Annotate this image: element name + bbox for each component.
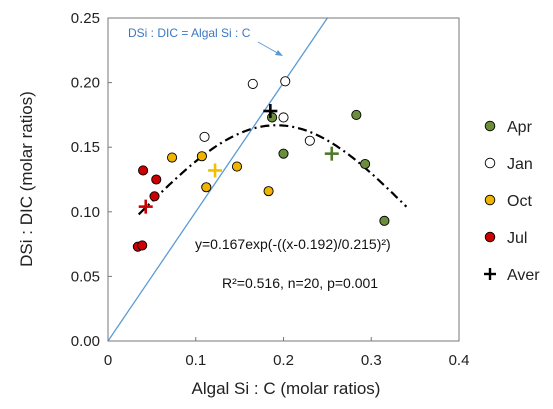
x-tick-label: 0.2: [273, 352, 294, 369]
data-point-oct: [263, 186, 274, 197]
data-point-apr: [351, 109, 362, 120]
fit-statistics: R²=0.516, n=20, p=0.001: [222, 275, 378, 291]
data-point-jan: [280, 76, 291, 87]
x-tick-label: 0.4: [449, 352, 470, 369]
data-point-apr: [267, 112, 278, 123]
data-point-jul: [151, 174, 162, 185]
fit-equation: y=0.167exp(-((x-0.192)/0.215)²): [195, 236, 391, 252]
plot-clipped-group: [108, 18, 408, 341]
average-marker-oct: [208, 163, 223, 178]
y-tick-label: 0.15: [71, 139, 100, 156]
data-point-jul: [149, 191, 160, 202]
y-tick-label: 0.05: [71, 268, 100, 285]
legend-marker: [484, 157, 496, 169]
data-point-jan: [304, 135, 315, 146]
data-point-jan: [247, 78, 258, 89]
data-point-apr: [360, 158, 371, 170]
y-tick-label: 0.20: [71, 75, 100, 92]
legend-label: Apr: [507, 119, 533, 136]
legend-marker: [484, 120, 496, 132]
axes: 0 0.1 0.2 0.3 0.4 0.00 0.05 0.10 0.15 0.20 0.25: [71, 10, 470, 369]
average-marker-jan: [263, 104, 278, 119]
data-point-jul: [138, 165, 149, 176]
data-point-oct: [167, 152, 178, 163]
average-marker-apr: [324, 146, 339, 161]
plot-area: [108, 18, 408, 341]
y-axis-label: DSi : DIC (molar ratios): [17, 91, 36, 267]
legend-label: Jan: [507, 156, 533, 173]
average-marker-jul: [138, 199, 153, 214]
data-point-apr: [278, 148, 289, 159]
y-tick-label: 0.10: [71, 204, 100, 221]
data-point-jul: [137, 240, 148, 251]
data-point-oct: [231, 161, 243, 172]
data-point-oct: [196, 151, 207, 162]
x-tick-label: 0.1: [185, 352, 206, 369]
x-tick-label: 0: [104, 352, 112, 369]
fit-curve: [137, 124, 408, 216]
legend-item-apr: Apr: [484, 119, 533, 136]
data-point-jan: [199, 131, 210, 142]
x-tick-label: 0.3: [361, 352, 382, 369]
legend-label: Oct: [507, 193, 532, 210]
one-to-one-arrow-head: [275, 50, 283, 56]
legend-item-oct: Oct: [484, 193, 532, 210]
legend-item-jul: Jul: [484, 230, 527, 247]
legend-item-aver: Aver: [484, 267, 540, 284]
y-tick-label: 0.25: [71, 10, 100, 27]
legend-marker: [484, 231, 496, 243]
legend-label: Aver: [507, 267, 540, 284]
data-point-oct: [201, 182, 212, 193]
legend-marker: [484, 194, 496, 206]
legend: Apr Jan Oct Jul Aver: [484, 119, 540, 284]
one-to-one-line: [108, 18, 328, 341]
legend-label: Jul: [507, 230, 527, 247]
data-point-apr: [379, 215, 390, 226]
one-to-one-line-label: DSi : DIC = Algal Si : C: [128, 26, 251, 40]
x-axis-label: Algal Si : C (molar ratios): [192, 379, 381, 398]
y-tick-label: 0.00: [71, 333, 100, 350]
data-point-jan: [278, 112, 289, 123]
legend-item-jan: Jan: [484, 156, 533, 173]
